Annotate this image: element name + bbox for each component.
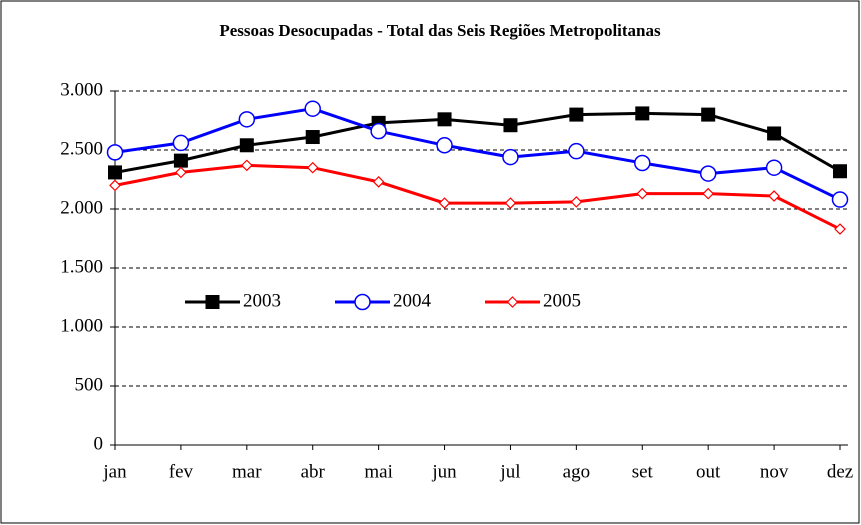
- marker: [354, 293, 371, 311]
- x-tick-label: mai: [364, 461, 393, 482]
- y-tick-label: 1.000: [60, 315, 103, 336]
- marker: [506, 296, 519, 308]
- marker: [372, 176, 385, 188]
- marker: [305, 130, 320, 145]
- series-line: [114, 111, 841, 174]
- legend-label: 2004: [393, 290, 432, 311]
- x-tick-label: nov: [760, 461, 789, 482]
- x-tick-label: abr: [301, 461, 326, 482]
- y-tick-label: 2.500: [60, 138, 103, 159]
- x-tick-label: dez: [827, 461, 853, 482]
- marker: [436, 137, 453, 154]
- x-tick-label: mar: [232, 461, 262, 482]
- marker: [833, 164, 847, 179]
- y-tick-label: 0: [94, 433, 104, 454]
- marker: [173, 153, 188, 168]
- marker: [636, 187, 649, 200]
- marker: [504, 197, 517, 209]
- marker: [172, 134, 190, 152]
- marker: [765, 159, 783, 176]
- x-tick-label: jul: [499, 461, 520, 482]
- marker: [438, 197, 451, 209]
- marker: [701, 107, 716, 122]
- x-tick-label: jan: [102, 461, 127, 482]
- marker: [240, 159, 253, 172]
- marker: [568, 142, 585, 160]
- series-line: [114, 107, 841, 201]
- x-tick-label: ago: [563, 461, 590, 482]
- marker: [502, 148, 519, 166]
- marker: [768, 190, 780, 202]
- marker: [306, 161, 319, 174]
- marker: [569, 107, 584, 122]
- marker: [634, 154, 651, 172]
- marker: [635, 106, 650, 121]
- series-line: [114, 163, 841, 231]
- marker: [370, 122, 387, 140]
- marker: [834, 223, 846, 235]
- marker: [106, 144, 124, 161]
- marker: [831, 191, 849, 208]
- legend-label: 2003: [243, 290, 281, 311]
- marker: [437, 112, 452, 127]
- chart-title: Pessoas Desocupadas - Total das Seis Reg…: [219, 21, 661, 40]
- marker: [239, 138, 254, 153]
- marker: [109, 179, 121, 192]
- x-tick-label: set: [632, 461, 654, 482]
- marker: [699, 165, 717, 182]
- marker: [175, 166, 187, 179]
- legend-label: 2005: [543, 290, 581, 311]
- marker: [205, 295, 220, 309]
- marker: [108, 165, 122, 180]
- marker: [570, 196, 583, 208]
- y-tick-label: 2.000: [60, 197, 103, 218]
- y-tick-label: 1.500: [60, 256, 103, 277]
- y-tick-label: 500: [75, 374, 104, 395]
- x-tick-label: out: [696, 461, 721, 482]
- marker: [702, 187, 715, 200]
- y-tick-label: 3.000: [60, 79, 103, 100]
- x-tick-label: jun: [431, 461, 457, 482]
- marker: [238, 111, 256, 128]
- marker: [767, 126, 782, 141]
- marker: [304, 100, 321, 117]
- x-tick-label: fev: [169, 461, 194, 482]
- marker: [503, 118, 518, 133]
